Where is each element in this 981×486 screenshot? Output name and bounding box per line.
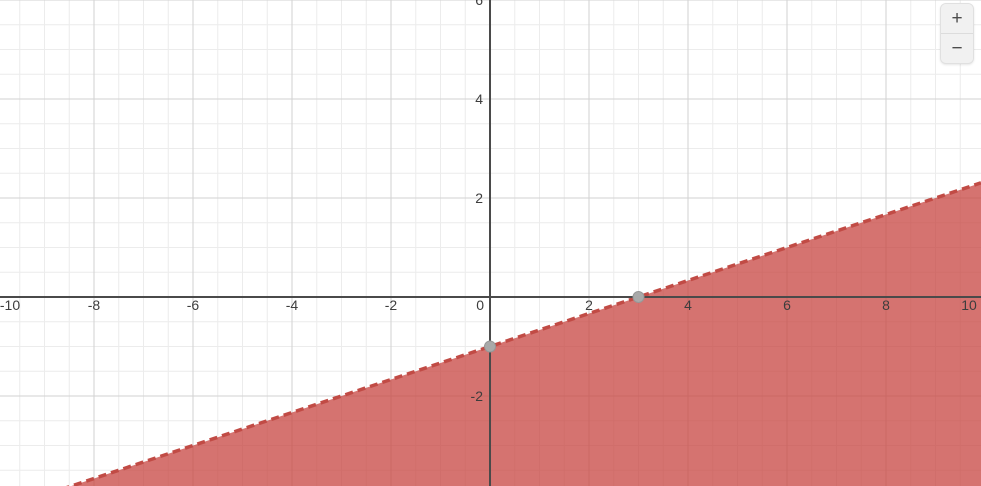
- y-tick-4: 4: [475, 91, 483, 107]
- x-tick--4: -4: [286, 297, 299, 313]
- x-tick--6: -6: [187, 297, 200, 313]
- zoom-divider: [941, 33, 973, 34]
- x-tick--2: -2: [385, 297, 398, 313]
- x-tick-4: 4: [684, 297, 692, 313]
- zoom-out-button[interactable]: −: [941, 34, 973, 63]
- zoom-controls: + −: [940, 3, 974, 64]
- point-x-intercept[interactable]: [632, 291, 645, 304]
- point-y-intercept[interactable]: [484, 340, 497, 353]
- x-tick-2: 2: [585, 297, 593, 313]
- y-tick-2: 2: [475, 190, 483, 206]
- x-tick--10: -10: [0, 297, 20, 313]
- x-tick-8: 8: [882, 297, 890, 313]
- y-tick-6: 6: [475, 0, 483, 8]
- zoom-in-button[interactable]: +: [941, 4, 973, 33]
- plot-points: [484, 291, 645, 353]
- axis-labels: -10 -8 -6 -4 -2 0 2 4 6 8 10 -2 2 4 6: [0, 0, 977, 404]
- x-tick-10: 10: [961, 297, 977, 313]
- y-tick--2: -2: [471, 388, 484, 404]
- x-tick--8: -8: [88, 297, 101, 313]
- boundary-line[interactable]: [0, 181, 981, 486]
- x-tick-6: 6: [783, 297, 791, 313]
- region-fill: [71, 182, 981, 486]
- x-tick-0: 0: [476, 297, 484, 313]
